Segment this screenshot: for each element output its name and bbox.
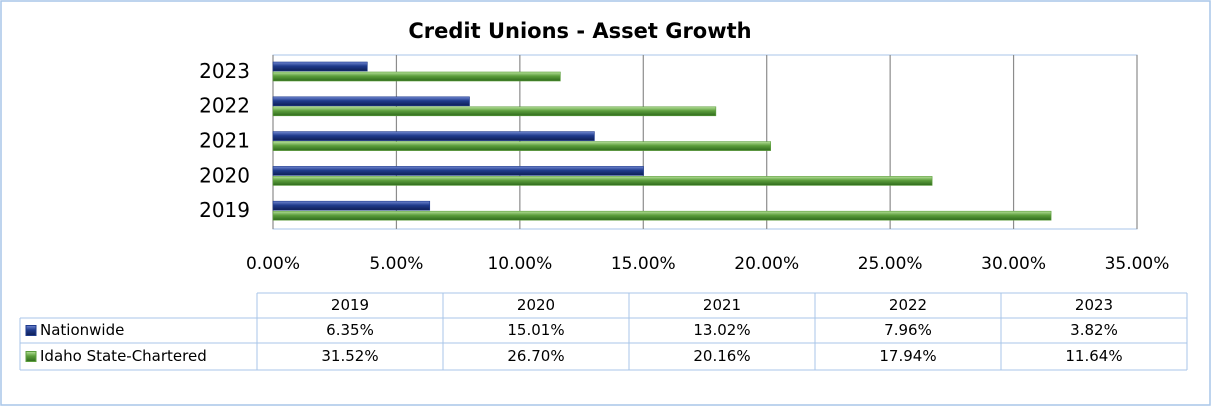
x-tick-label: 0.00%: [246, 254, 300, 274]
table-cell: 13.02%: [693, 321, 750, 339]
table-header: 2023: [1075, 296, 1113, 314]
bar: [272, 176, 933, 186]
table-cell: 6.35%: [326, 321, 374, 339]
legend-key: [25, 351, 37, 362]
table-cell: 7.96%: [884, 321, 932, 339]
y-tick-label: 2022: [199, 94, 250, 118]
y-tick-label: 2021: [199, 129, 250, 153]
bar: [272, 106, 717, 117]
table-header: 2021: [703, 296, 741, 314]
table-header: 2022: [889, 296, 927, 314]
table-header: 2019: [331, 296, 369, 314]
x-tick-label: 20.00%: [734, 254, 799, 274]
x-tick-label: 15.00%: [611, 254, 676, 274]
legend-label: Idaho State-Chartered: [40, 347, 207, 365]
y-tick-label: 2023: [199, 59, 250, 83]
table-header: 2020: [517, 296, 555, 314]
legend-label: Nationwide: [40, 321, 124, 339]
chart-title: Credit Unions - Asset Growth: [408, 19, 751, 43]
table-cell: 31.52%: [321, 347, 378, 365]
x-tick-label: 5.00%: [369, 254, 423, 274]
y-tick-label: 2019: [199, 198, 250, 222]
bar: [272, 61, 368, 72]
x-tick-label: 10.00%: [487, 254, 552, 274]
table-cell: 3.82%: [1070, 321, 1118, 339]
bar: [272, 131, 595, 141]
x-tick-label: 35.00%: [1105, 254, 1170, 274]
bar: [272, 141, 771, 151]
table-cell: 20.16%: [693, 347, 750, 365]
bar: [272, 166, 644, 176]
bar: [272, 200, 431, 211]
table-cell: 11.64%: [1065, 347, 1122, 365]
table-cell: 17.94%: [879, 347, 936, 365]
x-tick-label: 25.00%: [858, 254, 923, 274]
y-tick-label: 2020: [199, 163, 250, 187]
table-cell: 26.70%: [507, 347, 564, 365]
bar: [272, 71, 561, 82]
legend-key: [25, 325, 37, 336]
bar: [272, 210, 1052, 221]
table-cell: 15.01%: [507, 321, 564, 339]
x-tick-label: 30.00%: [981, 254, 1046, 274]
bar: [272, 96, 470, 107]
